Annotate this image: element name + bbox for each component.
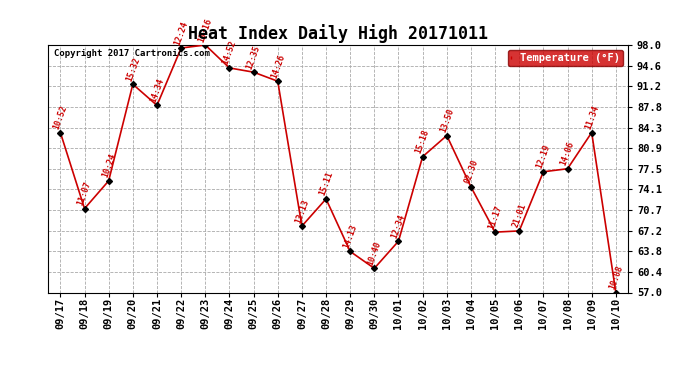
Text: 14:13: 14:13	[342, 223, 359, 250]
Text: 21:01: 21:01	[511, 202, 528, 229]
Text: 11:17: 11:17	[486, 204, 504, 230]
Text: 15:11: 15:11	[317, 171, 335, 197]
Text: Copyright 2017 Cartronics.com: Copyright 2017 Cartronics.com	[54, 49, 210, 58]
Text: 02:30: 02:30	[462, 159, 480, 185]
Text: 13:13: 13:13	[293, 198, 310, 224]
Text: 11:07: 11:07	[76, 180, 93, 207]
Text: 12:35: 12:35	[245, 44, 262, 70]
Text: 14:26: 14:26	[269, 53, 286, 80]
Text: 14:06: 14:06	[559, 140, 576, 167]
Text: 10:08: 10:08	[607, 264, 624, 291]
Text: 12:19: 12:19	[535, 143, 552, 170]
Text: 12:34: 12:34	[390, 213, 407, 239]
Text: 10:40: 10:40	[366, 240, 383, 267]
Text: 15:18: 15:18	[414, 128, 431, 155]
Text: 11:34: 11:34	[583, 104, 600, 131]
Text: 14:52: 14:52	[221, 39, 238, 66]
Text: 10:52: 10:52	[52, 104, 69, 131]
Text: 10:24: 10:24	[100, 153, 117, 179]
Title: Heat Index Daily High 20171011: Heat Index Daily High 20171011	[188, 24, 488, 44]
Text: 12:24: 12:24	[172, 20, 190, 46]
Text: 13:50: 13:50	[438, 107, 455, 134]
Text: 13:16: 13:16	[197, 16, 214, 43]
Text: 15:32: 15:32	[124, 56, 141, 82]
Text: 14:34: 14:34	[148, 77, 166, 104]
Legend: Temperature (°F): Temperature (°F)	[508, 50, 622, 66]
